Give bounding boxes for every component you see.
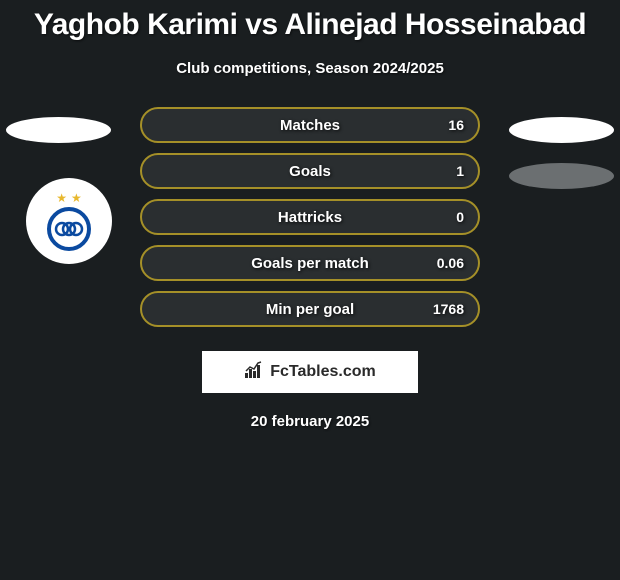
stat-row-matches: Matches 16 [140, 107, 480, 143]
stat-label: Matches [280, 117, 340, 134]
club-stars: ★ ★ [56, 191, 82, 205]
club-logo: ★ ★ [26, 178, 112, 264]
stat-value: 0 [456, 209, 464, 225]
right-ellipse [509, 117, 614, 143]
club-ring [47, 207, 91, 251]
branding-box[interactable]: FcTables.com [202, 351, 418, 393]
stat-label: Hattricks [278, 209, 342, 226]
stat-value: 16 [448, 117, 464, 133]
page-title: Yaghob Karimi vs Alinejad Hosseinabad [0, 8, 620, 42]
stat-value: 1768 [433, 301, 464, 317]
chart-icon [244, 361, 264, 384]
stat-row-goals: Goals 1 [140, 153, 480, 189]
star-icon: ★ [71, 191, 82, 205]
stat-label: Goals per match [251, 255, 369, 272]
stat-row-hattricks: Hattricks 0 [140, 199, 480, 235]
stat-label: Min per goal [266, 301, 354, 318]
stat-row-mpg: Min per goal 1768 [140, 291, 480, 327]
club-inner [52, 212, 86, 246]
page-subtitle: Club competitions, Season 2024/2025 [0, 60, 620, 77]
stat-row-wrap: Matches 16 [0, 107, 620, 153]
stat-label: Goals [289, 163, 331, 180]
stat-value: 0.06 [437, 255, 464, 271]
right-ellipse [509, 163, 614, 189]
date-text: 20 february 2025 [0, 413, 620, 430]
stat-value: 1 [456, 163, 464, 179]
left-ellipse [6, 117, 111, 143]
branding-text: FcTables.com [270, 363, 376, 381]
stat-row-wrap: Min per goal 1768 [0, 291, 620, 337]
stat-row-gpm: Goals per match 0.06 [140, 245, 480, 281]
star-icon: ★ [56, 191, 67, 205]
